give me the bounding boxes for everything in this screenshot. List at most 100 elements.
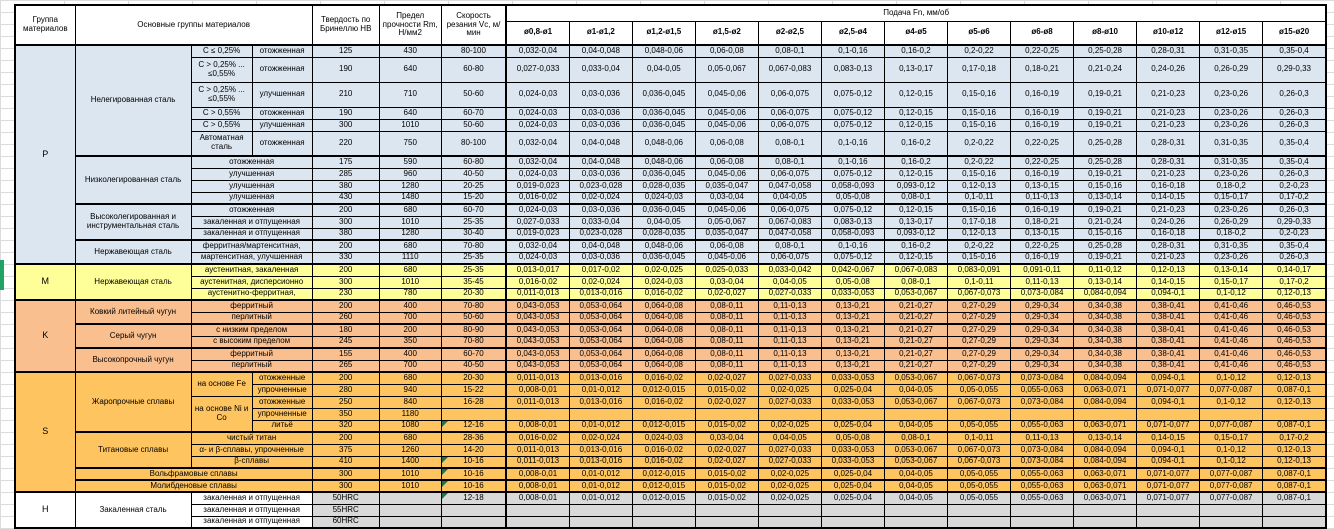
speed-cell[interactable]: 70-80 bbox=[440, 335, 507, 349]
feed-cell[interactable]: 0,29-0,34 bbox=[1010, 347, 1075, 361]
feed-cell[interactable]: 0,064-0,08 bbox=[631, 299, 696, 313]
feed-cell[interactable]: 0,26-0,3 bbox=[1262, 167, 1327, 181]
feed-cell[interactable]: 0,03-0,036 bbox=[568, 167, 633, 181]
feed-cell[interactable]: 0,035-0,047 bbox=[694, 179, 759, 193]
feed-cell[interactable]: 0,12-0,15 bbox=[883, 251, 949, 265]
feed-cell[interactable]: 0,05-0,067 bbox=[694, 215, 759, 229]
feed-cell[interactable]: 0,05-0,08 bbox=[820, 275, 885, 289]
feed-cell[interactable]: 0,064-0,08 bbox=[631, 359, 696, 373]
hardness-cell[interactable]: 285 bbox=[311, 167, 380, 181]
feed-cell[interactable]: 0,12-0,13 bbox=[1262, 395, 1327, 409]
feed-cell[interactable]: 0,1-0,11 bbox=[946, 275, 1012, 289]
feed-cell[interactable]: 0,027-0,033 bbox=[505, 215, 570, 229]
diameter-col-header[interactable]: ø1,2-ø1,5 bbox=[631, 20, 696, 46]
feed-cell[interactable]: 0,008-0,01 bbox=[505, 419, 570, 433]
treatment-cell[interactable]: отожженная bbox=[251, 56, 313, 83]
feed-cell[interactable]: 0,02-0,025 bbox=[757, 479, 822, 493]
feed-cell[interactable]: 0,26-0,3 bbox=[1262, 203, 1327, 217]
hardness-cell[interactable]: 380 bbox=[311, 227, 380, 241]
feed-cell[interactable]: 0,024-0,03 bbox=[505, 118, 570, 132]
hardness-cell[interactable]: 300 bbox=[311, 118, 380, 132]
hardness-cell[interactable]: 245 bbox=[311, 335, 380, 349]
feed-cell[interactable]: 0,02-0,027 bbox=[694, 395, 759, 409]
feed-cell[interactable] bbox=[505, 515, 570, 529]
feed-cell[interactable]: 0,016-0,02 bbox=[631, 395, 696, 409]
speed-cell[interactable]: 20-25 bbox=[440, 179, 507, 193]
feed-cell[interactable]: 0,017-0,02 bbox=[568, 263, 633, 277]
feed-cell[interactable]: 0,16-0,18 bbox=[1136, 227, 1201, 241]
speed-cell[interactable]: 20-30 bbox=[440, 371, 507, 385]
hardness-cell[interactable]: 155 bbox=[311, 347, 380, 361]
feed-cell[interactable]: 0,028-0,035 bbox=[631, 179, 696, 193]
speed-cell[interactable]: 50-60 bbox=[440, 81, 507, 108]
feed-cell[interactable]: 0,16-0,18 bbox=[1136, 179, 1201, 193]
hardness-cell[interactable]: 55HRC bbox=[311, 503, 380, 517]
feed-cell[interactable]: 0,41-0,46 bbox=[1199, 311, 1264, 325]
subgroup-cell[interactable]: C > 0,55% bbox=[190, 106, 253, 120]
strength-cell[interactable]: 680 bbox=[378, 263, 442, 277]
feed-cell[interactable]: 0,16-0,2 bbox=[883, 155, 949, 169]
feed-cell[interactable]: 0,08-0,1 bbox=[883, 431, 949, 445]
feed-cell[interactable] bbox=[946, 503, 1012, 517]
feed-cell[interactable]: 0,053-0,067 bbox=[883, 395, 949, 409]
feed-cell[interactable] bbox=[694, 515, 759, 529]
feed-cell[interactable]: 0,1-0,16 bbox=[820, 155, 885, 169]
feed-cell[interactable]: 0,043-0,053 bbox=[505, 299, 570, 313]
speed-cell[interactable] bbox=[440, 515, 507, 529]
feed-cell[interactable]: 0,011-0,013 bbox=[505, 443, 570, 457]
feed-cell[interactable]: 0,12-0,15 bbox=[883, 106, 949, 120]
feed-cell[interactable]: 0,41-0,46 bbox=[1199, 323, 1264, 337]
treatment-cell[interactable]: закаленная и отпущенная bbox=[190, 515, 313, 529]
material-cell[interactable]: Титановые сплавы bbox=[74, 431, 192, 469]
speed-cell[interactable]: 12-16 bbox=[440, 419, 507, 433]
hardness-cell[interactable]: 430 bbox=[311, 191, 380, 205]
feed-cell[interactable]: 0,027-0,033 bbox=[757, 287, 822, 301]
feed-cell[interactable]: 0,1-0,12 bbox=[1199, 443, 1264, 457]
feed-cell[interactable]: 0,053-0,064 bbox=[568, 335, 633, 349]
feed-cell[interactable]: 0,21-0,24 bbox=[1073, 56, 1138, 83]
feed-cell[interactable]: 0,05-0,067 bbox=[694, 56, 759, 83]
feed-cell[interactable]: 0,11-0,13 bbox=[1010, 275, 1075, 289]
feed-cell[interactable]: 0,093-0,12 bbox=[883, 179, 949, 193]
feed-cell[interactable]: 0,08-0,1 bbox=[757, 130, 822, 157]
feed-cell[interactable]: 0,13-0,14 bbox=[1199, 263, 1264, 277]
hardness-cell[interactable]: 190 bbox=[311, 106, 380, 120]
feed-cell[interactable]: 0,01-0,012 bbox=[568, 479, 633, 493]
treatment-cell[interactable]: закаленная и отпущенная bbox=[190, 215, 313, 229]
treatment-cell[interactable]: ферритная/мартенситная, bbox=[190, 239, 313, 253]
strength-cell[interactable]: 940 bbox=[378, 383, 442, 397]
treatment-cell[interactable]: отожженная bbox=[251, 106, 313, 120]
feed-cell[interactable] bbox=[1073, 407, 1138, 421]
feed-cell[interactable]: 0,023-0,028 bbox=[568, 227, 633, 241]
feed-cell[interactable]: 0,12-0,13 bbox=[946, 179, 1012, 193]
feed-cell[interactable]: 0,12-0,15 bbox=[883, 203, 949, 217]
feed-cell[interactable]: 0,29-0,33 bbox=[1262, 215, 1327, 229]
feed-cell[interactable]: 0,23-0,26 bbox=[1199, 167, 1264, 181]
feed-cell[interactable]: 0,31-0,35 bbox=[1199, 130, 1264, 157]
feed-cell[interactable] bbox=[1010, 407, 1075, 421]
feed-cell[interactable] bbox=[820, 407, 885, 421]
feed-cell[interactable]: 0,03-0,04 bbox=[694, 191, 759, 205]
speed-cell[interactable]: 10-16 bbox=[440, 479, 507, 493]
feed-cell[interactable] bbox=[1262, 407, 1327, 421]
feed-cell[interactable]: 0,016-0,02 bbox=[631, 371, 696, 385]
feed-cell[interactable]: 0,073-0,084 bbox=[1010, 395, 1075, 409]
hardness-cell[interactable]: 330 bbox=[311, 251, 380, 265]
feed-cell[interactable]: 0,02-0,025 bbox=[757, 467, 822, 481]
feed-cell[interactable]: 0,16-0,2 bbox=[883, 44, 949, 58]
treatment-cell[interactable]: мартенситная, улучшенная bbox=[190, 251, 313, 265]
feed-cell[interactable]: 0,01-0,012 bbox=[568, 383, 633, 397]
feed-cell[interactable]: 0,12-0,13 bbox=[1136, 263, 1201, 277]
feed-cell[interactable]: 0,46-0,53 bbox=[1262, 335, 1327, 349]
feed-cell[interactable]: 0,35-0,4 bbox=[1262, 44, 1327, 58]
feed-cell[interactable]: 0,16-0,19 bbox=[1010, 167, 1075, 181]
feed-cell[interactable]: 0,21-0,23 bbox=[1136, 167, 1201, 181]
feed-cell[interactable]: 0,04-0,05 bbox=[883, 491, 949, 505]
treatment-cell[interactable]: аустенитная, закаленная bbox=[190, 263, 313, 277]
speed-cell[interactable]: 10-16 bbox=[440, 455, 507, 469]
treatment-cell[interactable]: закаленная и отпущенная bbox=[190, 227, 313, 241]
hardness-cell[interactable]: 175 bbox=[311, 155, 380, 169]
feed-cell[interactable]: 0,34-0,38 bbox=[1073, 347, 1138, 361]
feed-cell[interactable]: 0,13-0,17 bbox=[883, 215, 949, 229]
feed-cell[interactable] bbox=[568, 407, 633, 421]
